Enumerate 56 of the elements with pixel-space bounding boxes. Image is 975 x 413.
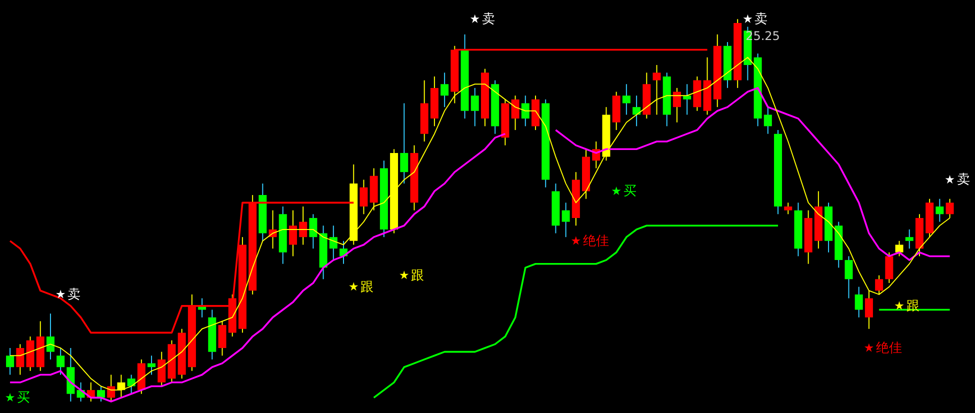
- candlestick: [400, 102, 408, 184]
- point: [612, 186, 621, 196]
- candlestick: [511, 95, 520, 131]
- candlestick: [764, 106, 772, 134]
- point: [743, 14, 752, 23]
- candlestick: [6, 347, 14, 376]
- candlestick: [360, 179, 368, 215]
- candlestick: [895, 240, 904, 257]
- candlestick: [683, 84, 692, 116]
- text: 卖: [482, 12, 495, 28]
- candlestick: [672, 87, 681, 123]
- text: 跟: [360, 280, 374, 295]
- series-label: 买: [17, 390, 30, 406]
- candlestick: [521, 95, 530, 127]
- candlestick: [127, 374, 136, 394]
- candlestick: [936, 198, 944, 222]
- series-label: 绝佳: [582, 234, 609, 249]
- candlestick: [288, 210, 297, 257]
- candlestick: [96, 386, 105, 402]
- point: [945, 174, 954, 184]
- candlestick: [784, 202, 792, 215]
- text: 买: [623, 184, 636, 200]
- candlestick: [632, 95, 641, 127]
- candlestick: [622, 84, 630, 116]
- candlestick: [158, 351, 166, 387]
- candlestick: [299, 206, 308, 246]
- point: [864, 343, 874, 352]
- candlestick: [148, 355, 156, 376]
- series-label: 卖: [68, 287, 81, 302]
- candlestick: [854, 286, 863, 318]
- point: [894, 301, 904, 310]
- point: [571, 236, 580, 245]
- text: 跟: [411, 268, 424, 284]
- candlestick: [309, 214, 318, 250]
- candlestick: [16, 344, 24, 376]
- point: [400, 270, 409, 280]
- candlestick: [440, 72, 449, 108]
- point: [56, 290, 66, 298]
- candlestick: [218, 320, 226, 356]
- point: [470, 14, 480, 23]
- point: [349, 282, 358, 291]
- point: [6, 392, 15, 402]
- candlestick: [56, 347, 65, 376]
- candlestick: [46, 313, 54, 360]
- text: 卖: [754, 12, 768, 28]
- candlestick: [875, 274, 884, 295]
- candlestick: [864, 290, 873, 330]
- candlestick: [470, 87, 479, 127]
- candlestick: [885, 252, 894, 284]
- text: 绝佳: [876, 340, 902, 356]
- candlestick: [905, 228, 914, 250]
- text: 卖: [956, 172, 970, 188]
- candlestick: [562, 202, 570, 238]
- candlestick: [652, 64, 661, 116]
- candlestick: [844, 256, 853, 299]
- candlestick: [329, 225, 338, 261]
